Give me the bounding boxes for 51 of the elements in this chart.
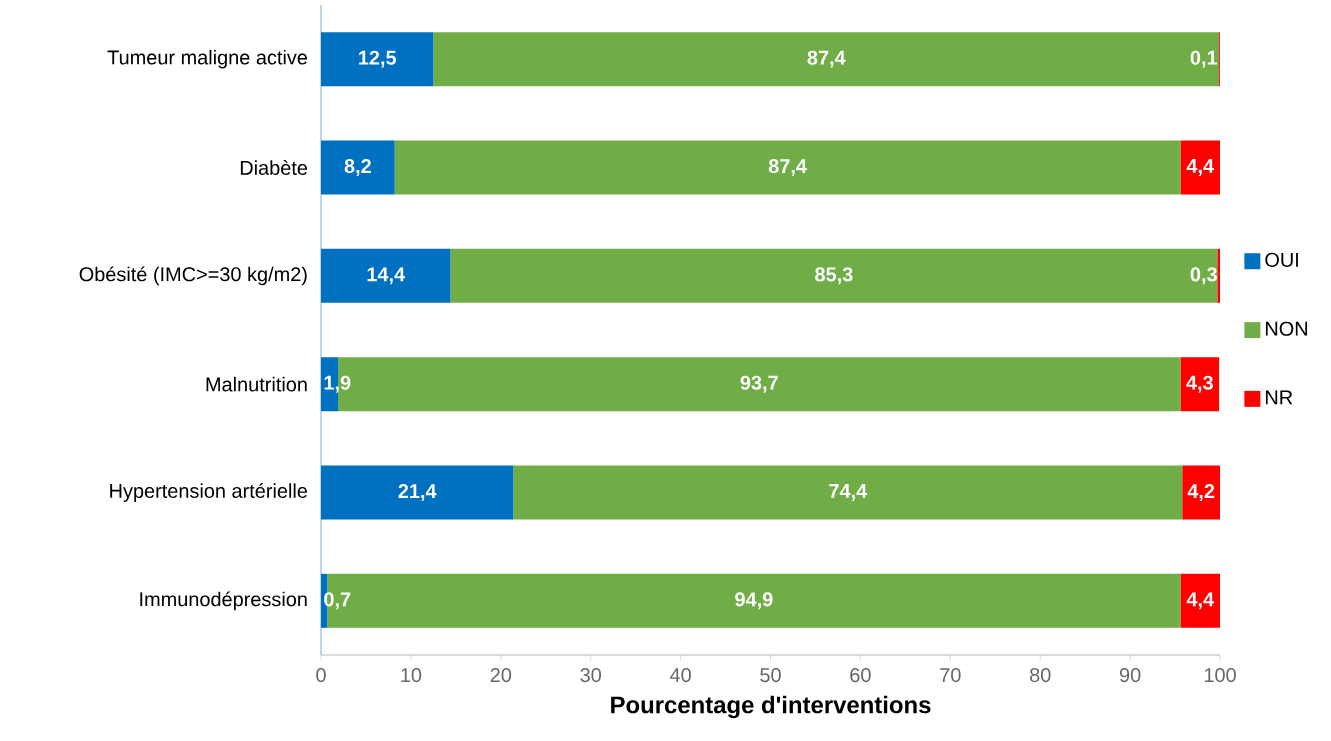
legend-label: OUI	[1265, 252, 1298, 267]
data-label: 87,4	[768, 159, 807, 177]
x-tick-label: 30	[580, 668, 602, 683]
y-tick-label: Diabète	[240, 160, 308, 175]
x-tick-label: 90	[1119, 668, 1141, 683]
x-tick-label: 80	[1030, 668, 1051, 683]
x-tick-label: 70	[940, 668, 961, 683]
y-tick-label: Malnutrition	[206, 376, 307, 392]
y-tick-label: Obésité (IMC>=30 kg/m2)	[79, 266, 307, 286]
bar	[321, 465, 514, 520]
data-label: 21,4	[398, 484, 437, 502]
bar	[1180, 140, 1221, 195]
x-tick-label: 20	[490, 668, 512, 683]
data-label: 12,5	[359, 50, 397, 68]
y-tick-label: Immunodépression	[140, 591, 307, 611]
bar	[321, 32, 434, 87]
x-axis-title: Pourcentage d'interventions	[611, 695, 931, 719]
bar	[1182, 465, 1221, 520]
bar	[1180, 357, 1220, 412]
legend-label: NON	[1265, 321, 1308, 336]
data-label: 14,4	[367, 267, 406, 285]
x-tick-label: 40	[669, 668, 691, 683]
x-tick-label: 10	[401, 668, 422, 683]
bar	[450, 248, 1218, 303]
bar	[1180, 573, 1221, 628]
data-label: 1,9	[324, 375, 351, 393]
x-tick-label: 100	[1204, 668, 1236, 683]
bar	[433, 32, 1220, 87]
bar	[513, 465, 1183, 520]
y-tick-label: Hypertension artérielle	[110, 483, 308, 502]
data-label: 0,3	[1190, 267, 1217, 285]
x-tick-label: 50	[760, 668, 781, 683]
x-tick-label: 0	[316, 668, 326, 683]
bar	[321, 248, 451, 303]
bar	[321, 140, 395, 195]
bar	[1217, 248, 1221, 303]
data-label: 8,2	[344, 159, 371, 177]
data-label: 4,4	[1186, 592, 1214, 610]
data-label: 85,3	[815, 267, 853, 285]
y-tick-label: Tumeur maligne active	[107, 49, 308, 69]
data-label: 87,4	[807, 50, 846, 68]
x-tick-label: 60	[850, 668, 871, 683]
data-label: 93,7	[740, 375, 778, 393]
data-label: 0,1	[1190, 50, 1218, 68]
legend-label: NR	[1265, 390, 1293, 405]
bar	[394, 140, 1181, 195]
data-label: 4,3	[1186, 375, 1213, 393]
data-label: 4,4	[1186, 159, 1214, 176]
data-label: 4,2	[1187, 484, 1215, 502]
data-label: 74,4	[829, 484, 868, 501]
data-label: 94,9	[735, 592, 773, 610]
